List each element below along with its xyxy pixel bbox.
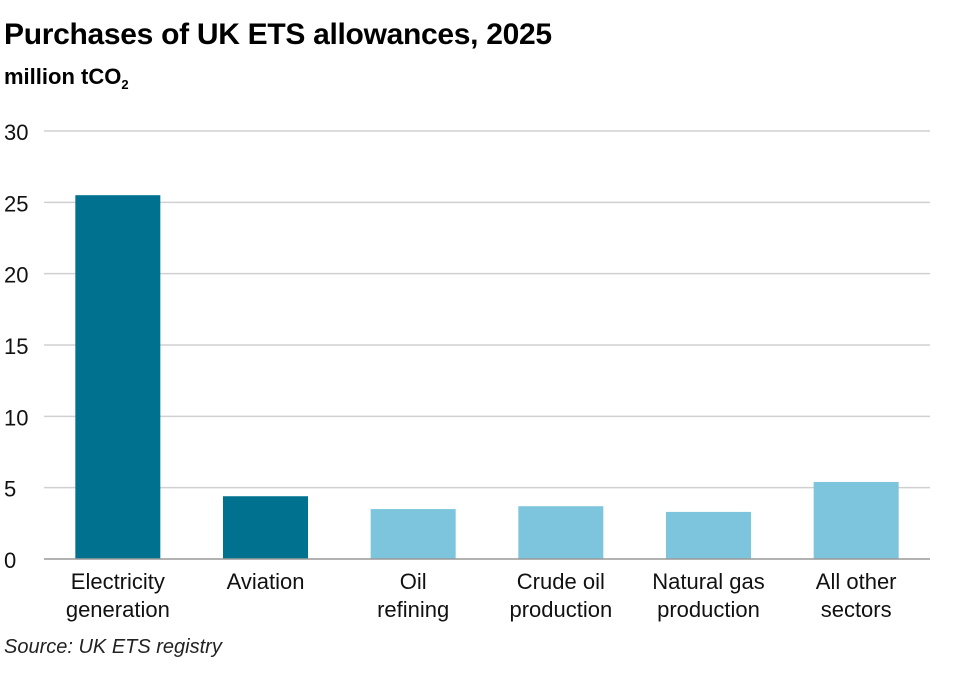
- x-tick-label-line: All other: [816, 569, 897, 594]
- x-tick-label: Natural gas production: [652, 569, 765, 622]
- source-note: Source: UK ETS registry: [4, 636, 222, 658]
- y-tick-label: 30: [4, 120, 28, 145]
- y-tick-label: 0: [4, 548, 16, 573]
- x-tick-label-line: production: [509, 597, 612, 622]
- chart-title: Purchases of UK ETS allowances, 2025: [4, 18, 552, 51]
- x-tick-label-line: production: [657, 597, 760, 622]
- y-tick-label: 10: [4, 405, 28, 430]
- x-axis-tick-labels: Electricity generation Aviation Oil refining…: [66, 569, 897, 622]
- bar: [223, 496, 308, 559]
- x-tick-label-line: Oil: [400, 569, 427, 594]
- x-tick-label-line: Natural gas: [652, 569, 765, 594]
- x-tick-label: Electricity generation: [66, 569, 170, 622]
- bar: [518, 506, 604, 559]
- bar: [813, 481, 899, 559]
- bar: [666, 511, 751, 559]
- bars: [75, 195, 899, 559]
- y-axis-tick-labels: 0 5 10 15 20 25 30: [4, 120, 28, 573]
- x-tick-label-line: Aviation: [227, 569, 305, 594]
- y-tick-label: 25: [4, 191, 28, 216]
- bar: [370, 509, 456, 559]
- x-tick-label: All other sectors: [816, 569, 897, 622]
- y-tick-label: 5: [4, 477, 16, 502]
- x-tick-label-line: refining: [377, 597, 449, 622]
- unit-subscript: 2: [121, 77, 129, 92]
- x-tick-label: Crude oil production: [509, 569, 612, 622]
- x-tick-label-line: sectors: [821, 597, 892, 622]
- x-tick-label-line: generation: [66, 597, 170, 622]
- x-tick-label-line: Crude oil: [517, 569, 605, 594]
- x-tick-label: Oil refining: [377, 569, 449, 622]
- bar: [75, 195, 161, 559]
- chart-subtitle-unit: million tCO2: [4, 64, 129, 92]
- y-tick-label: 15: [4, 334, 28, 359]
- x-tick-label-line: Electricity: [71, 569, 165, 594]
- x-tick-label: Aviation: [227, 569, 305, 594]
- unit-text: million tCO: [4, 64, 122, 89]
- y-tick-label: 20: [4, 263, 28, 288]
- grid-lines: [44, 130, 930, 489]
